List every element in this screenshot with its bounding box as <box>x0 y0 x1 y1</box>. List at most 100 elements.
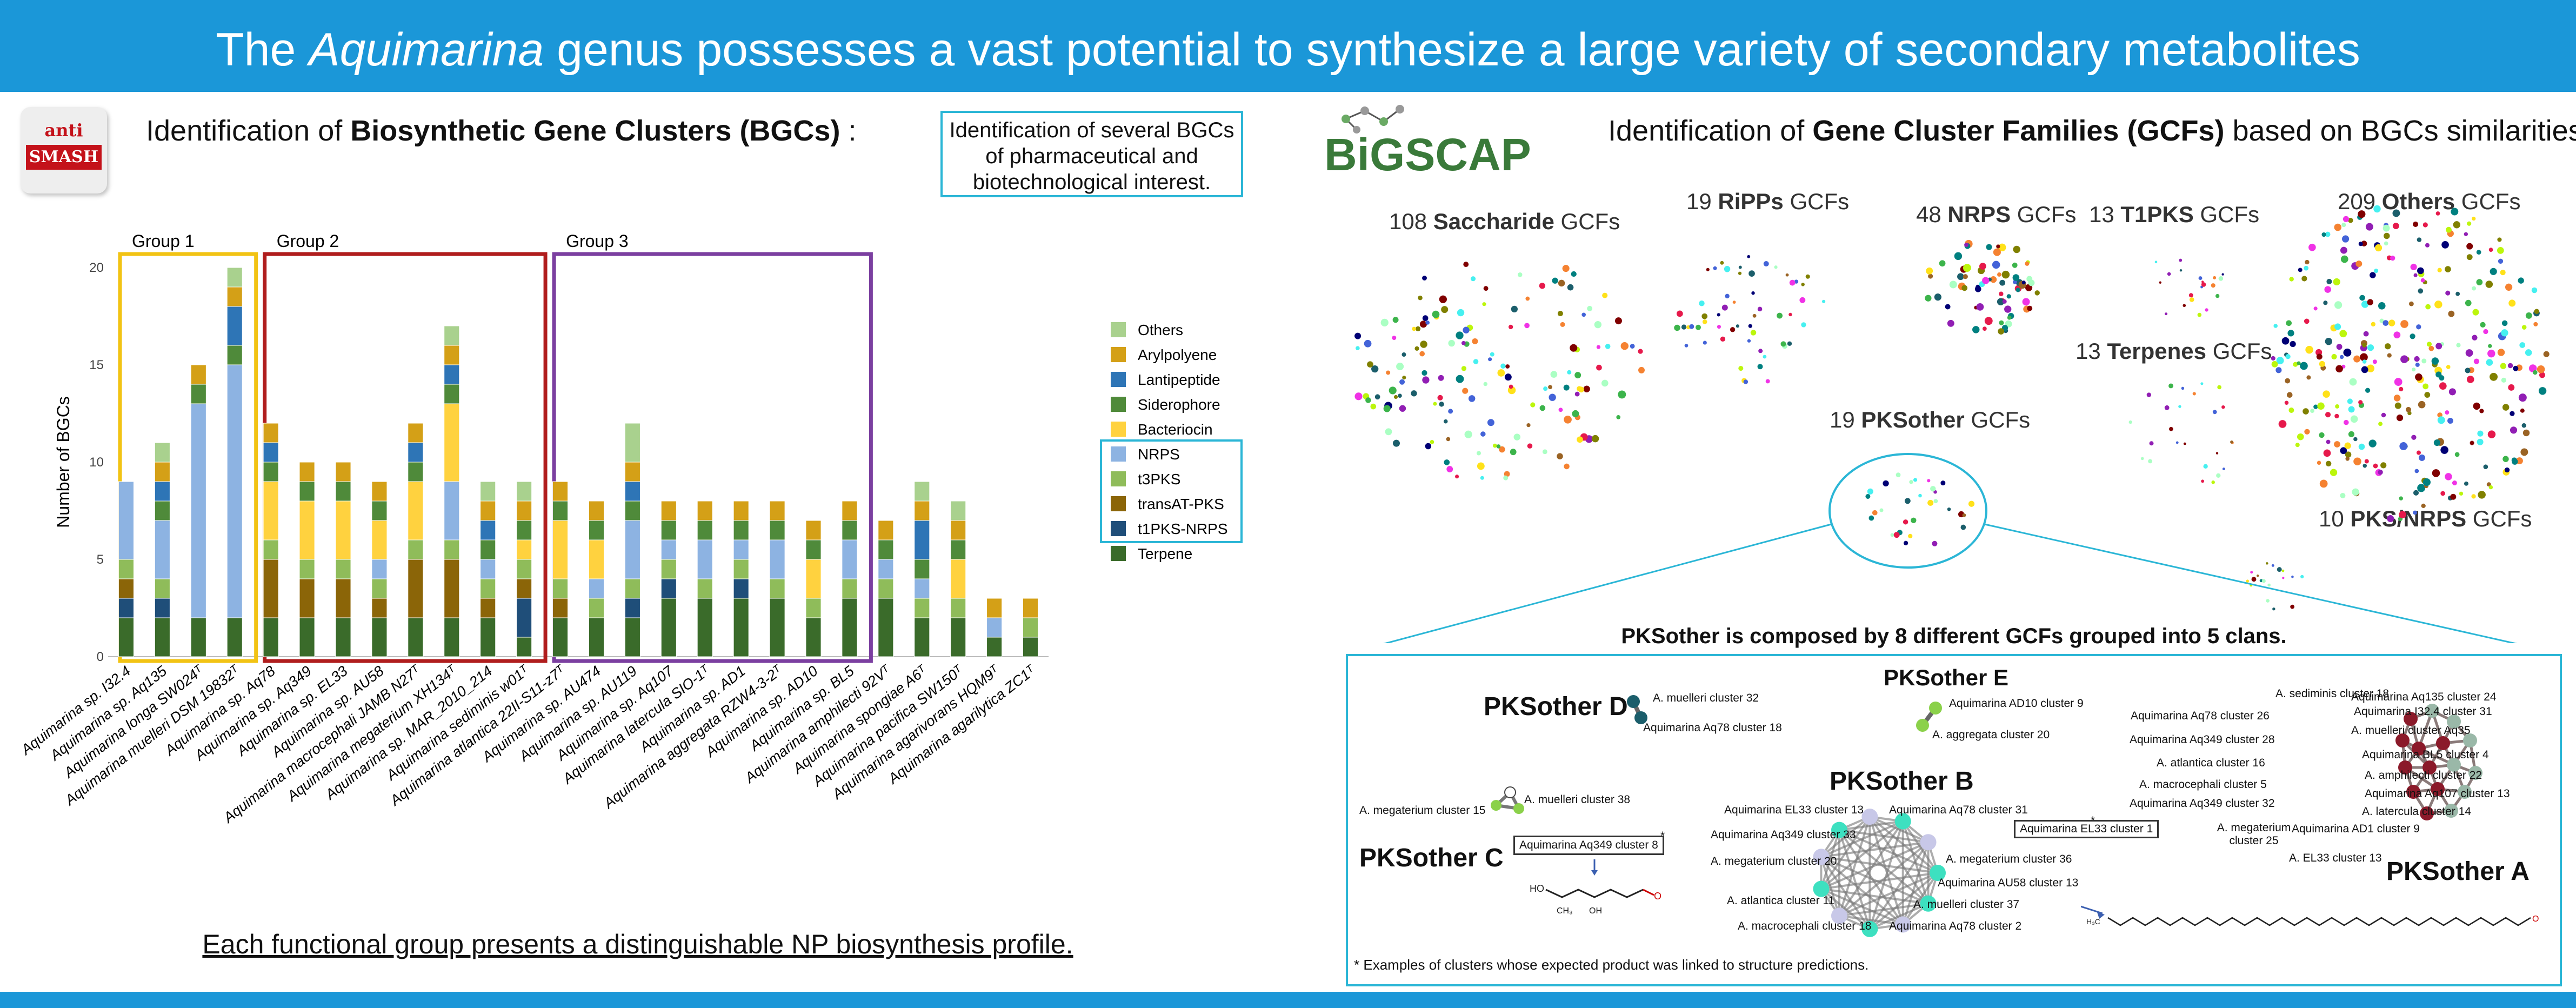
bar-segment <box>950 617 966 657</box>
network-node <box>2148 459 2152 464</box>
network-node <box>2448 388 2456 396</box>
network-node <box>2334 223 2342 231</box>
bar-segment <box>624 617 640 657</box>
network-node <box>1419 351 1425 357</box>
network-node <box>1896 472 1901 478</box>
network-node <box>2300 362 2308 370</box>
network-node <box>2341 235 2350 243</box>
network-node <box>2353 457 2361 466</box>
bar-segment <box>624 481 640 502</box>
clan-b-edge <box>1868 820 1904 930</box>
group-label: Group 2 <box>277 231 339 251</box>
group-box <box>552 252 873 663</box>
network-node <box>2284 400 2289 405</box>
network-node <box>2393 395 2401 402</box>
clan-a-node <box>2447 758 2461 772</box>
network-node <box>1444 459 1450 465</box>
network-node <box>2394 402 2401 409</box>
bar-segment <box>878 539 894 560</box>
clan-d-label: Aquimarina Aq78 cluster 18 <box>1643 722 1782 734</box>
network-node <box>1389 386 1397 395</box>
network-node <box>2437 268 2442 272</box>
network-node <box>1787 341 1792 346</box>
antismash-logo: anti SMASH <box>21 107 107 193</box>
clan-a-node <box>2447 715 2461 729</box>
network-node <box>2502 404 2510 411</box>
network-node <box>2316 353 2323 360</box>
network-node <box>2287 330 2294 337</box>
network-node <box>1422 376 1430 384</box>
network-node <box>2520 408 2525 413</box>
network-node <box>2472 216 2476 221</box>
network-node <box>1757 364 1763 370</box>
group-label: Group 3 <box>566 231 629 251</box>
network-node <box>2445 473 2452 480</box>
network-node <box>1717 313 1720 317</box>
network-node <box>2465 368 2471 373</box>
network-node <box>1601 379 1609 387</box>
network-node <box>1414 346 1419 351</box>
network-node <box>2140 457 2144 460</box>
network-node <box>1398 393 1402 398</box>
network-node <box>1508 324 1513 330</box>
bar-segment <box>914 617 930 657</box>
network-node <box>1499 446 1505 453</box>
network-node <box>2361 301 2369 308</box>
network-node <box>1962 513 1966 517</box>
network-node <box>1596 364 1602 371</box>
clan-title-c: PKSother C <box>1359 844 1504 872</box>
bar-segment <box>480 481 496 502</box>
network-node <box>1890 533 1894 537</box>
network-node <box>2370 272 2376 278</box>
network-node <box>1472 338 1478 344</box>
network-node <box>1747 339 1751 343</box>
gcf-label-nrps: 48 NRPS GCFs <box>1916 202 2077 227</box>
network-node <box>1713 266 1717 270</box>
network-node <box>2378 422 2383 426</box>
network-node <box>1591 435 1599 443</box>
network-node <box>1763 355 1767 359</box>
network-node <box>2393 331 2401 339</box>
poster-title: The Aquimarina genus possesses a vast po… <box>216 24 2360 76</box>
network-node <box>1415 326 1421 331</box>
network-node <box>2358 400 2363 405</box>
network-node <box>1557 453 1563 459</box>
bar-segment <box>805 559 822 599</box>
network-node <box>2300 575 2304 579</box>
network-node <box>1968 500 1975 507</box>
network-node <box>2424 392 2431 398</box>
clan-b-node <box>1920 834 1937 851</box>
network-node <box>1954 252 1963 261</box>
network-node <box>1564 415 1572 424</box>
network-node <box>2432 469 2440 477</box>
clan-a-label: Aquimarina Aq107 cluster 13 <box>2365 787 2510 800</box>
network-node <box>2490 372 2498 381</box>
network-node <box>2445 266 2451 272</box>
bar-segment <box>226 286 243 307</box>
network-node <box>2525 349 2532 356</box>
network-node <box>2325 460 2332 467</box>
network-node <box>2275 367 2282 373</box>
network-node <box>2435 343 2442 350</box>
bar-segment <box>552 598 569 618</box>
bigscape-logo: BiGSCAPE <box>1324 105 1530 178</box>
network-node <box>1549 393 1556 401</box>
network-node <box>2400 320 2408 328</box>
antismash-heading: Identification of Biosynthetic Gene Clus… <box>146 115 857 147</box>
network-node <box>1996 244 2000 249</box>
network-node <box>1976 303 1984 311</box>
network-node <box>2383 224 2390 232</box>
network-node <box>1789 279 1796 286</box>
network-node <box>2452 480 2457 486</box>
network-node <box>2440 491 2446 496</box>
network-node <box>1374 394 1380 400</box>
network-node <box>1684 344 1689 348</box>
bar-segment <box>660 500 677 521</box>
bar-segment <box>842 539 858 579</box>
network-node <box>1701 313 1708 319</box>
network-node <box>2417 237 2422 242</box>
network-node <box>1567 370 1572 375</box>
bar-segment <box>299 481 315 502</box>
network-node <box>2416 324 2421 330</box>
legend-label: transAT-PKS <box>1138 496 1224 512</box>
